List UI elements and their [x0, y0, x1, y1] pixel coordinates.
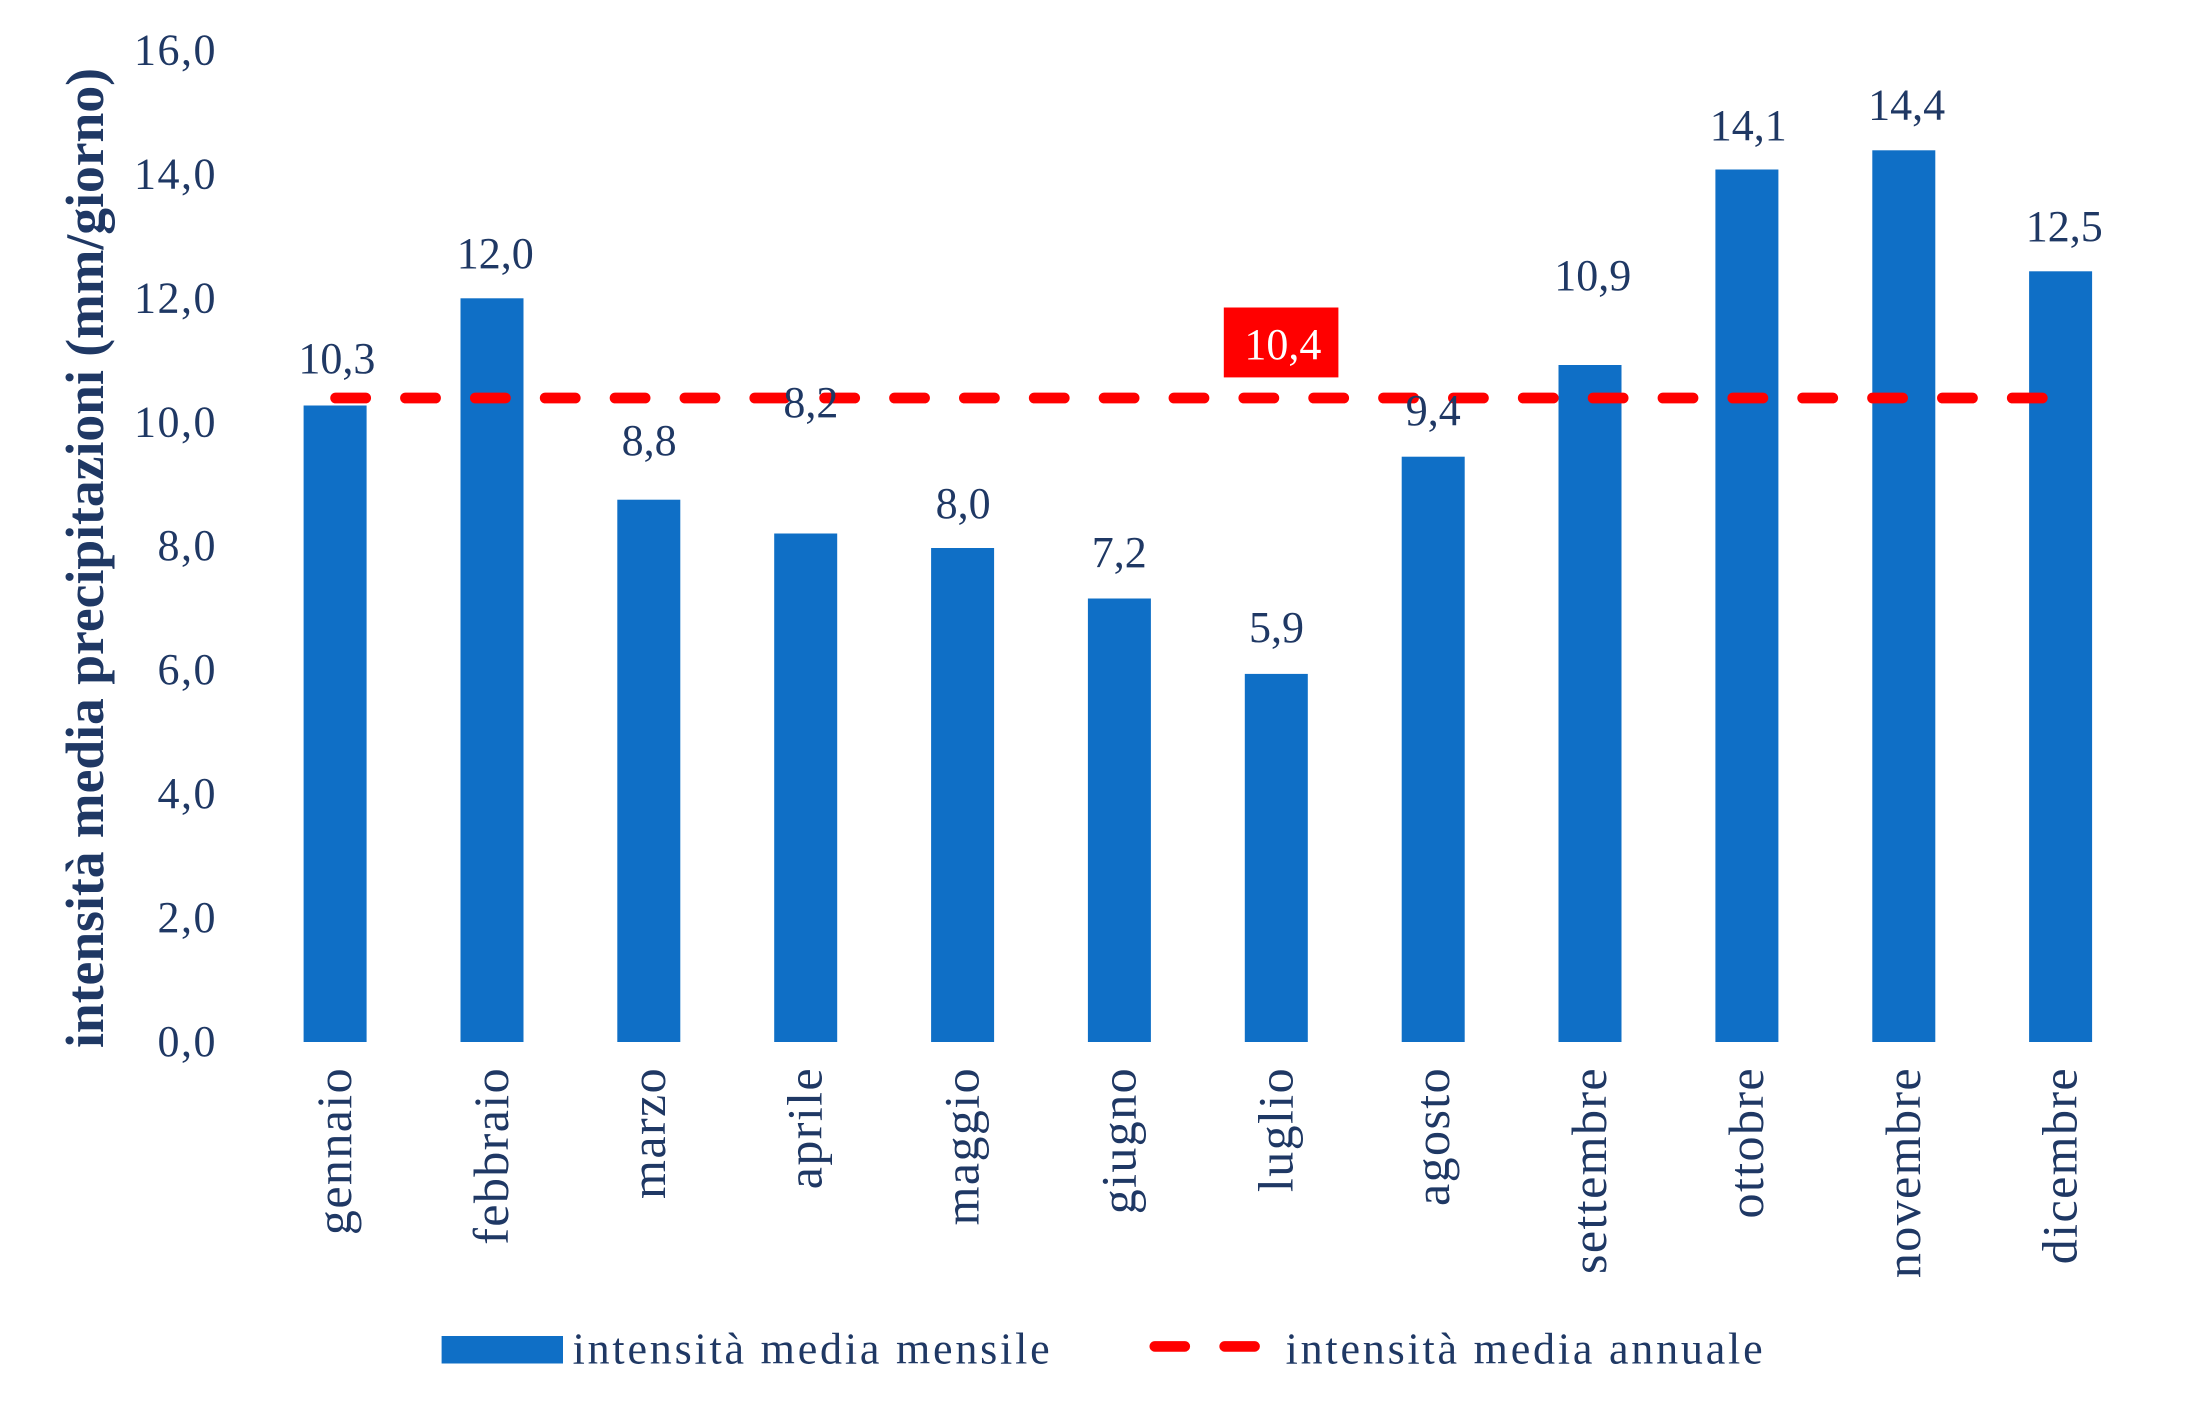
svg-text:10,4: 10,4 [1244, 320, 1321, 369]
svg-text:10,3: 10,3 [298, 334, 375, 383]
svg-text:14,4: 14,4 [1868, 81, 1945, 130]
svg-text:8,2: 8,2 [783, 378, 838, 427]
svg-text:marzo: marzo [620, 1067, 676, 1199]
svg-text:10,0: 10,0 [134, 397, 217, 446]
svg-text:dicembre: dicembre [2032, 1067, 2088, 1264]
svg-text:6,0: 6,0 [158, 645, 218, 694]
svg-text:8,0: 8,0 [158, 521, 218, 570]
svg-text:7,2: 7,2 [1092, 528, 1147, 577]
svg-text:16,0: 16,0 [134, 26, 217, 75]
svg-text:ottobre: ottobre [1718, 1067, 1774, 1218]
svg-text:febbraio: febbraio [463, 1067, 519, 1245]
svg-text:14,0: 14,0 [134, 149, 217, 198]
svg-text:14,1: 14,1 [1710, 101, 1787, 150]
svg-text:intensità media precipitazioni: intensità media precipitazioni (mm/giorn… [55, 68, 115, 1048]
svg-text:intensità media mensile: intensità media mensile [573, 1325, 1053, 1374]
svg-text:12,0: 12,0 [134, 273, 217, 322]
svg-text:12,5: 12,5 [2026, 202, 2103, 251]
svg-text:5,9: 5,9 [1249, 603, 1304, 652]
svg-text:maggio: maggio [934, 1067, 990, 1225]
svg-text:giugno: giugno [1090, 1067, 1146, 1214]
svg-text:intensità media annuale: intensità media annuale [1286, 1325, 1766, 1374]
svg-text:8,8: 8,8 [622, 416, 677, 465]
svg-text:8,0: 8,0 [936, 479, 991, 528]
svg-text:12,0: 12,0 [457, 229, 534, 278]
svg-text:gennaio: gennaio [306, 1067, 362, 1235]
svg-text:9,4: 9,4 [1406, 386, 1461, 435]
svg-text:agosto: agosto [1404, 1067, 1460, 1206]
svg-text:luglio: luglio [1247, 1067, 1303, 1192]
svg-text:settembre: settembre [1561, 1067, 1617, 1274]
svg-text:0,0: 0,0 [158, 1017, 218, 1066]
svg-text:4,0: 4,0 [158, 769, 218, 818]
svg-text:10,9: 10,9 [1554, 251, 1631, 300]
svg-text:2,0: 2,0 [158, 893, 218, 942]
svg-text:novembre: novembre [1875, 1067, 1931, 1278]
svg-text:aprile: aprile [777, 1067, 833, 1189]
